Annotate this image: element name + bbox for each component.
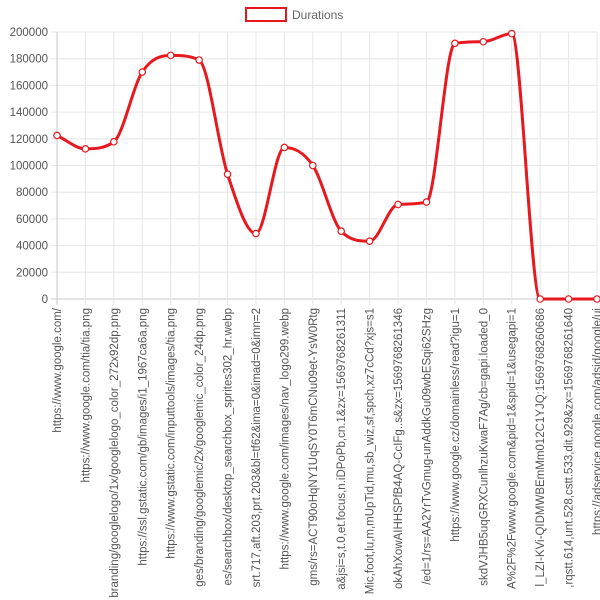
data-point[interactable] [365, 237, 374, 245]
x-tick-label: gms/rs=ACT90oHqNY1UqSY0T6mCNu09et-YsW0Rt… [308, 308, 320, 586]
data-point[interactable] [564, 295, 573, 303]
data-point[interactable] [337, 227, 346, 235]
y-tick-label: 160000 [10, 80, 48, 92]
data-point[interactable] [110, 137, 118, 146]
x-tick-label: l_LZI-KVi-QIDMWBEmMm012C1YJQ:15697682606… [535, 308, 547, 586]
grid-lines [51, 31, 598, 305]
data-point[interactable] [252, 229, 260, 238]
data-point[interactable] [81, 145, 90, 153]
data-point[interactable] [138, 68, 147, 76]
x-tick-label: https://www.gstatic.com/inputtools/image… [166, 308, 178, 559]
data-point[interactable] [53, 131, 61, 140]
y-axis: 0 20000 40000 60000 80000 100000 120000 140000 1… [10, 27, 48, 306]
y-tick-label: 20000 [16, 267, 48, 279]
data-point[interactable] [536, 295, 544, 303]
x-tick-label: https://www.google.cz/domainless/read?ig… [450, 308, 462, 542]
data-point[interactable] [223, 170, 232, 178]
data-point[interactable] [479, 37, 488, 46]
y-tick-label: 0 [42, 294, 48, 306]
data-point[interactable] [422, 198, 431, 206]
y-tick-label: 140000 [10, 107, 48, 119]
y-tick-label: 100000 [10, 161, 48, 173]
data-point[interactable] [280, 143, 289, 152]
legend-label[interactable]: Durations [292, 8, 343, 22]
x-tick-label: Mic,foot,lu,m,mUpTid,mu,sb_wiz,sf,spch,x… [365, 308, 377, 594]
x-tick-label: https://adservice.google.com/adsid/googl… [592, 308, 600, 535]
x-tick-label: ,rqstt.614,unt.528,cstt.533,dit.929&zx=1… [564, 308, 576, 588]
x-tick-label: branding/googlelogo/1x/googlelogo_color_… [109, 308, 121, 598]
series-durations [53, 29, 600, 303]
x-tick-label: srt.717,aft.203,prt.203&bl=tf62&ima=0&im… [251, 308, 263, 587]
x-tick-label: skdVJHB5uqGRXCunlhzuKwaF7Ag/cb=gapi.load… [478, 308, 490, 586]
y-tick-label: 180000 [10, 54, 48, 66]
y-tick-label: 200000 [10, 27, 48, 39]
data-point[interactable] [195, 56, 203, 64]
x-tick-label: es/searchbox/desktop_searchbox_sprites30… [223, 308, 235, 585]
x-tick-label: A%2F%2Fwww.google.com&pid=1&spid=1&usega… [507, 308, 519, 589]
y-tick-label: 120000 [10, 134, 48, 146]
legend[interactable]: Durations [245, 7, 343, 22]
series-line [56, 32, 597, 301]
x-tick-label: ges/branding/googlemic/2x/googlemic_colo… [194, 308, 206, 587]
x-axis: https://www.google.com/https://www.googl… [52, 307, 600, 597]
x-tick-label: okAhXowAIHHSPfB4AQ-CcIFg..s&zx=156976826… [393, 308, 405, 589]
x-tick-label: /ed=1/rs=AA2YrTvGmug-unAddkGu09wbESqi62S… [421, 308, 433, 585]
data-point[interactable] [394, 200, 402, 209]
data-point[interactable] [308, 161, 317, 170]
x-tick-label: https://www.google.com/ [52, 307, 64, 432]
x-tick-label: https://ssl.gstatic.com/gb/images/i1_196… [137, 308, 149, 566]
data-point[interactable] [507, 29, 516, 38]
x-tick-label: https://www.google.com/images/nav_logo29… [279, 308, 291, 569]
data-point[interactable] [593, 295, 600, 303]
data-point[interactable] [166, 51, 175, 60]
x-tick-label: https://www.google.com/tia/tia.png [80, 308, 92, 483]
legend-swatch[interactable] [245, 7, 287, 22]
y-tick-label: 80000 [16, 187, 48, 199]
data-point[interactable] [451, 39, 459, 48]
y-tick-label: 60000 [16, 214, 48, 226]
y-tick-label: 40000 [16, 241, 48, 253]
x-tick-label: a&jsi=s,t.0,et.focus,n.iDPoPb,cn.1&zx=15… [336, 308, 348, 590]
